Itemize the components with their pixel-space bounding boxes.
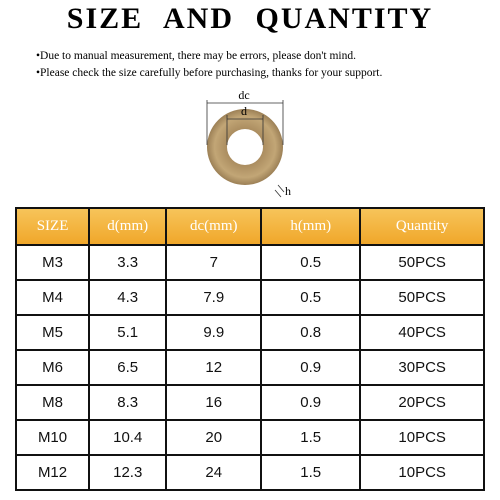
table-cell: M12	[14, 454, 91, 491]
table-cell: 10PCS	[359, 454, 485, 491]
table-cell: M4	[14, 279, 91, 316]
table-cell: 16	[165, 384, 263, 421]
table-cell: 6.5	[88, 349, 168, 386]
table-row: M10 10.4 20 1.5 10PCS	[14, 419, 485, 456]
table-cell: M3	[14, 244, 91, 281]
table-cell: 3.3	[88, 244, 168, 281]
table-cell: 30PCS	[359, 349, 485, 386]
table-cell: 50PCS	[359, 244, 485, 281]
table-cell: 20	[165, 419, 263, 456]
column-header: SIZE	[14, 207, 91, 246]
label-h: h	[285, 184, 291, 198]
size-table: SIZE d(mm) dc(mm) h(mm) Quantity M3 3.3 7 0.5 50P…	[14, 207, 485, 491]
column-header: d(mm)	[88, 207, 168, 246]
table-cell: 7	[165, 244, 263, 281]
label-dc: dc	[238, 88, 249, 102]
column-header: h(mm)	[260, 207, 362, 246]
table-cell: 5.1	[88, 314, 168, 351]
table-row: M6 6.5 12 0.9 30PCS	[14, 349, 485, 386]
table-cell: 0.8	[260, 314, 362, 351]
table-cell: 12.3	[88, 454, 168, 491]
table-row: M5 5.1 9.9 0.8 40PCS	[14, 314, 485, 351]
table-cell: 1.5	[260, 454, 362, 491]
table-row: M4 4.3 7.9 0.5 50PCS	[14, 279, 485, 316]
table-cell: M10	[14, 419, 91, 456]
table-cell: 0.5	[260, 279, 362, 316]
table-row: M8 8.3 16 0.9 20PCS	[14, 384, 485, 421]
table-cell: M5	[14, 314, 91, 351]
table-cell: 12	[165, 349, 263, 386]
table-cell: 24	[165, 454, 263, 491]
table-cell: 10.4	[88, 419, 168, 456]
table-cell: 0.9	[260, 349, 362, 386]
washer-diagram: dc d h	[206, 88, 291, 198]
label-d: d	[241, 104, 247, 118]
table-cell: 40PCS	[359, 314, 485, 351]
dimension-lines	[206, 100, 285, 198]
table-row: M12 12.3 24 1.5 10PCS	[14, 454, 485, 491]
table-cell: M8	[14, 384, 91, 421]
column-header: Quantity	[359, 207, 485, 246]
table-cell: 7.9	[165, 279, 263, 316]
washer	[207, 109, 283, 185]
table-row: M3 3.3 7 0.5 50PCS	[14, 244, 485, 281]
note: •Please check the size carefully before …	[36, 67, 383, 79]
note: •Due to manual measurement, there may be…	[36, 50, 357, 62]
table-cell: 8.3	[88, 384, 168, 421]
table-cell: 10PCS	[359, 419, 485, 456]
table-cell: 4.3	[88, 279, 168, 316]
table-cell: 20PCS	[359, 384, 485, 421]
title: SIZE AND QUANTITY	[66, 2, 434, 35]
table-cell: 9.9	[165, 314, 263, 351]
table-cell: 1.5	[260, 419, 362, 456]
table-cell: 50PCS	[359, 279, 485, 316]
table-cell: 0.9	[260, 384, 362, 421]
table-cell: M6	[14, 349, 91, 386]
column-header: dc(mm)	[165, 207, 263, 246]
table-cell: 0.5	[260, 244, 362, 281]
